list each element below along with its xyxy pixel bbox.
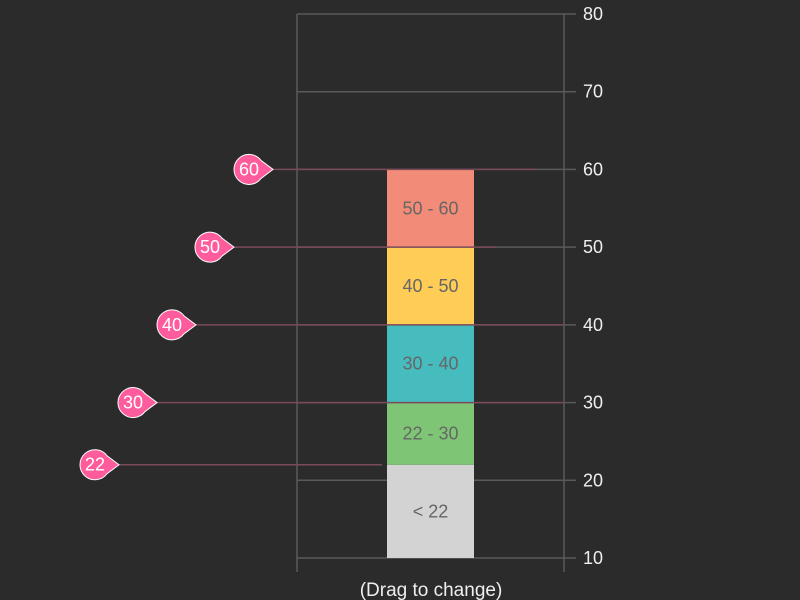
y-tick-label: 50 <box>583 237 603 257</box>
y-tick-label: 60 <box>583 159 603 179</box>
threshold-handle[interactable]: 40 <box>156 309 564 341</box>
threshold-handle[interactable]: 30 <box>117 387 564 419</box>
handle-label: 22 <box>85 455 105 475</box>
segment-bar <box>387 402 474 465</box>
handle-pin-body[interactable] <box>158 310 186 339</box>
handle-pin-body[interactable] <box>235 155 263 184</box>
y-tick-label: 20 <box>583 470 603 490</box>
threshold-handle[interactable]: 60 <box>233 153 537 185</box>
y-tick-label: 30 <box>583 393 603 413</box>
segment-label: 30 - 40 <box>402 354 458 374</box>
segment-label: 22 - 30 <box>402 424 458 444</box>
handle-label: 30 <box>123 393 143 413</box>
segment-label: 40 - 50 <box>402 276 458 296</box>
threshold-handle[interactable]: 50 <box>194 231 497 263</box>
segment-label: 50 - 60 <box>402 198 458 218</box>
segment-bar <box>387 464 474 558</box>
y-tick-label: 10 <box>583 548 603 568</box>
handle-label: 40 <box>162 315 182 335</box>
handle-pin-body[interactable] <box>119 388 147 417</box>
y-tick-label: 70 <box>583 82 603 102</box>
segment-bar <box>387 247 474 325</box>
drag-hint-caption: (Drag to change) <box>360 580 503 600</box>
y-tick-label: 40 <box>583 315 603 335</box>
segment-bar <box>387 324 474 403</box>
segment-label: < 22 <box>413 501 449 521</box>
handle-label: 50 <box>200 237 220 257</box>
segment-bar <box>387 169 474 248</box>
threshold-handle[interactable]: 22 <box>79 449 382 481</box>
handle-pin-body[interactable] <box>81 450 109 479</box>
handle-label: 60 <box>239 159 259 179</box>
handle-pin-body[interactable] <box>196 233 224 262</box>
y-tick-label: 80 <box>583 4 603 24</box>
segments-layer: < 22 22 - 30 30 - 40 40 - 50 50 - 60 <box>387 169 474 558</box>
handles-layer[interactable]: 60 50 40 30 22 <box>79 153 564 481</box>
